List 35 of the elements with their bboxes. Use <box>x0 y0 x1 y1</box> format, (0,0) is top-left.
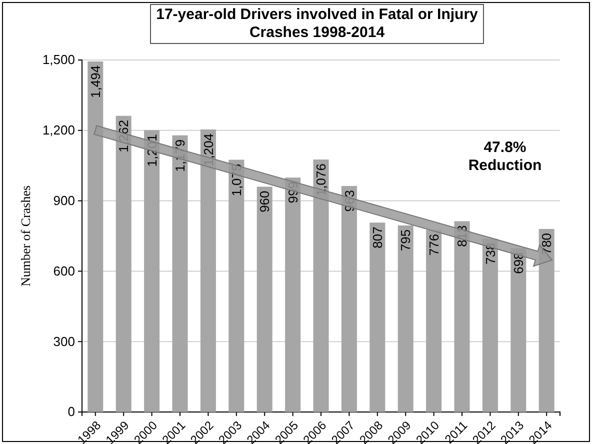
bar <box>172 135 188 412</box>
bar <box>285 178 301 412</box>
bar <box>116 116 132 412</box>
y-axis-title: Number of Crashes <box>18 185 33 287</box>
data-label: 698 <box>510 252 526 274</box>
bar <box>398 225 414 412</box>
y-tick-label: 0 <box>68 404 75 420</box>
data-label: 1,494 <box>88 65 103 98</box>
bar <box>370 222 386 412</box>
data-label: 738 <box>482 242 498 265</box>
y-tick-label: 1,500 <box>42 52 75 68</box>
y-tick-label: 300 <box>53 334 75 349</box>
data-label: 780 <box>539 232 554 255</box>
annotation: 47.8% Reduction <box>468 139 542 174</box>
chart-title: 17-year-old Drivers involved in Fatal or Injury Crashes 1998-2014 <box>150 4 484 44</box>
data-label: 960 <box>257 190 272 212</box>
data-label: 1,076 <box>314 164 329 196</box>
y-tick-label: 600 <box>53 263 75 278</box>
y-tick-label: 900 <box>53 192 75 208</box>
data-label: 776 <box>426 234 442 256</box>
bar <box>426 230 442 412</box>
bar <box>313 160 329 412</box>
bar <box>144 130 160 412</box>
y-tick-label: 1,200 <box>42 122 75 138</box>
bar <box>538 228 554 412</box>
bar <box>256 186 272 412</box>
data-label: 795 <box>398 229 414 252</box>
bar <box>482 238 498 412</box>
data-label: 1,075 <box>228 164 244 196</box>
bar <box>341 186 357 412</box>
bar <box>454 221 470 412</box>
bar <box>228 160 244 412</box>
data-label: 807 <box>370 226 385 248</box>
bar <box>200 129 216 412</box>
bar <box>88 61 104 412</box>
